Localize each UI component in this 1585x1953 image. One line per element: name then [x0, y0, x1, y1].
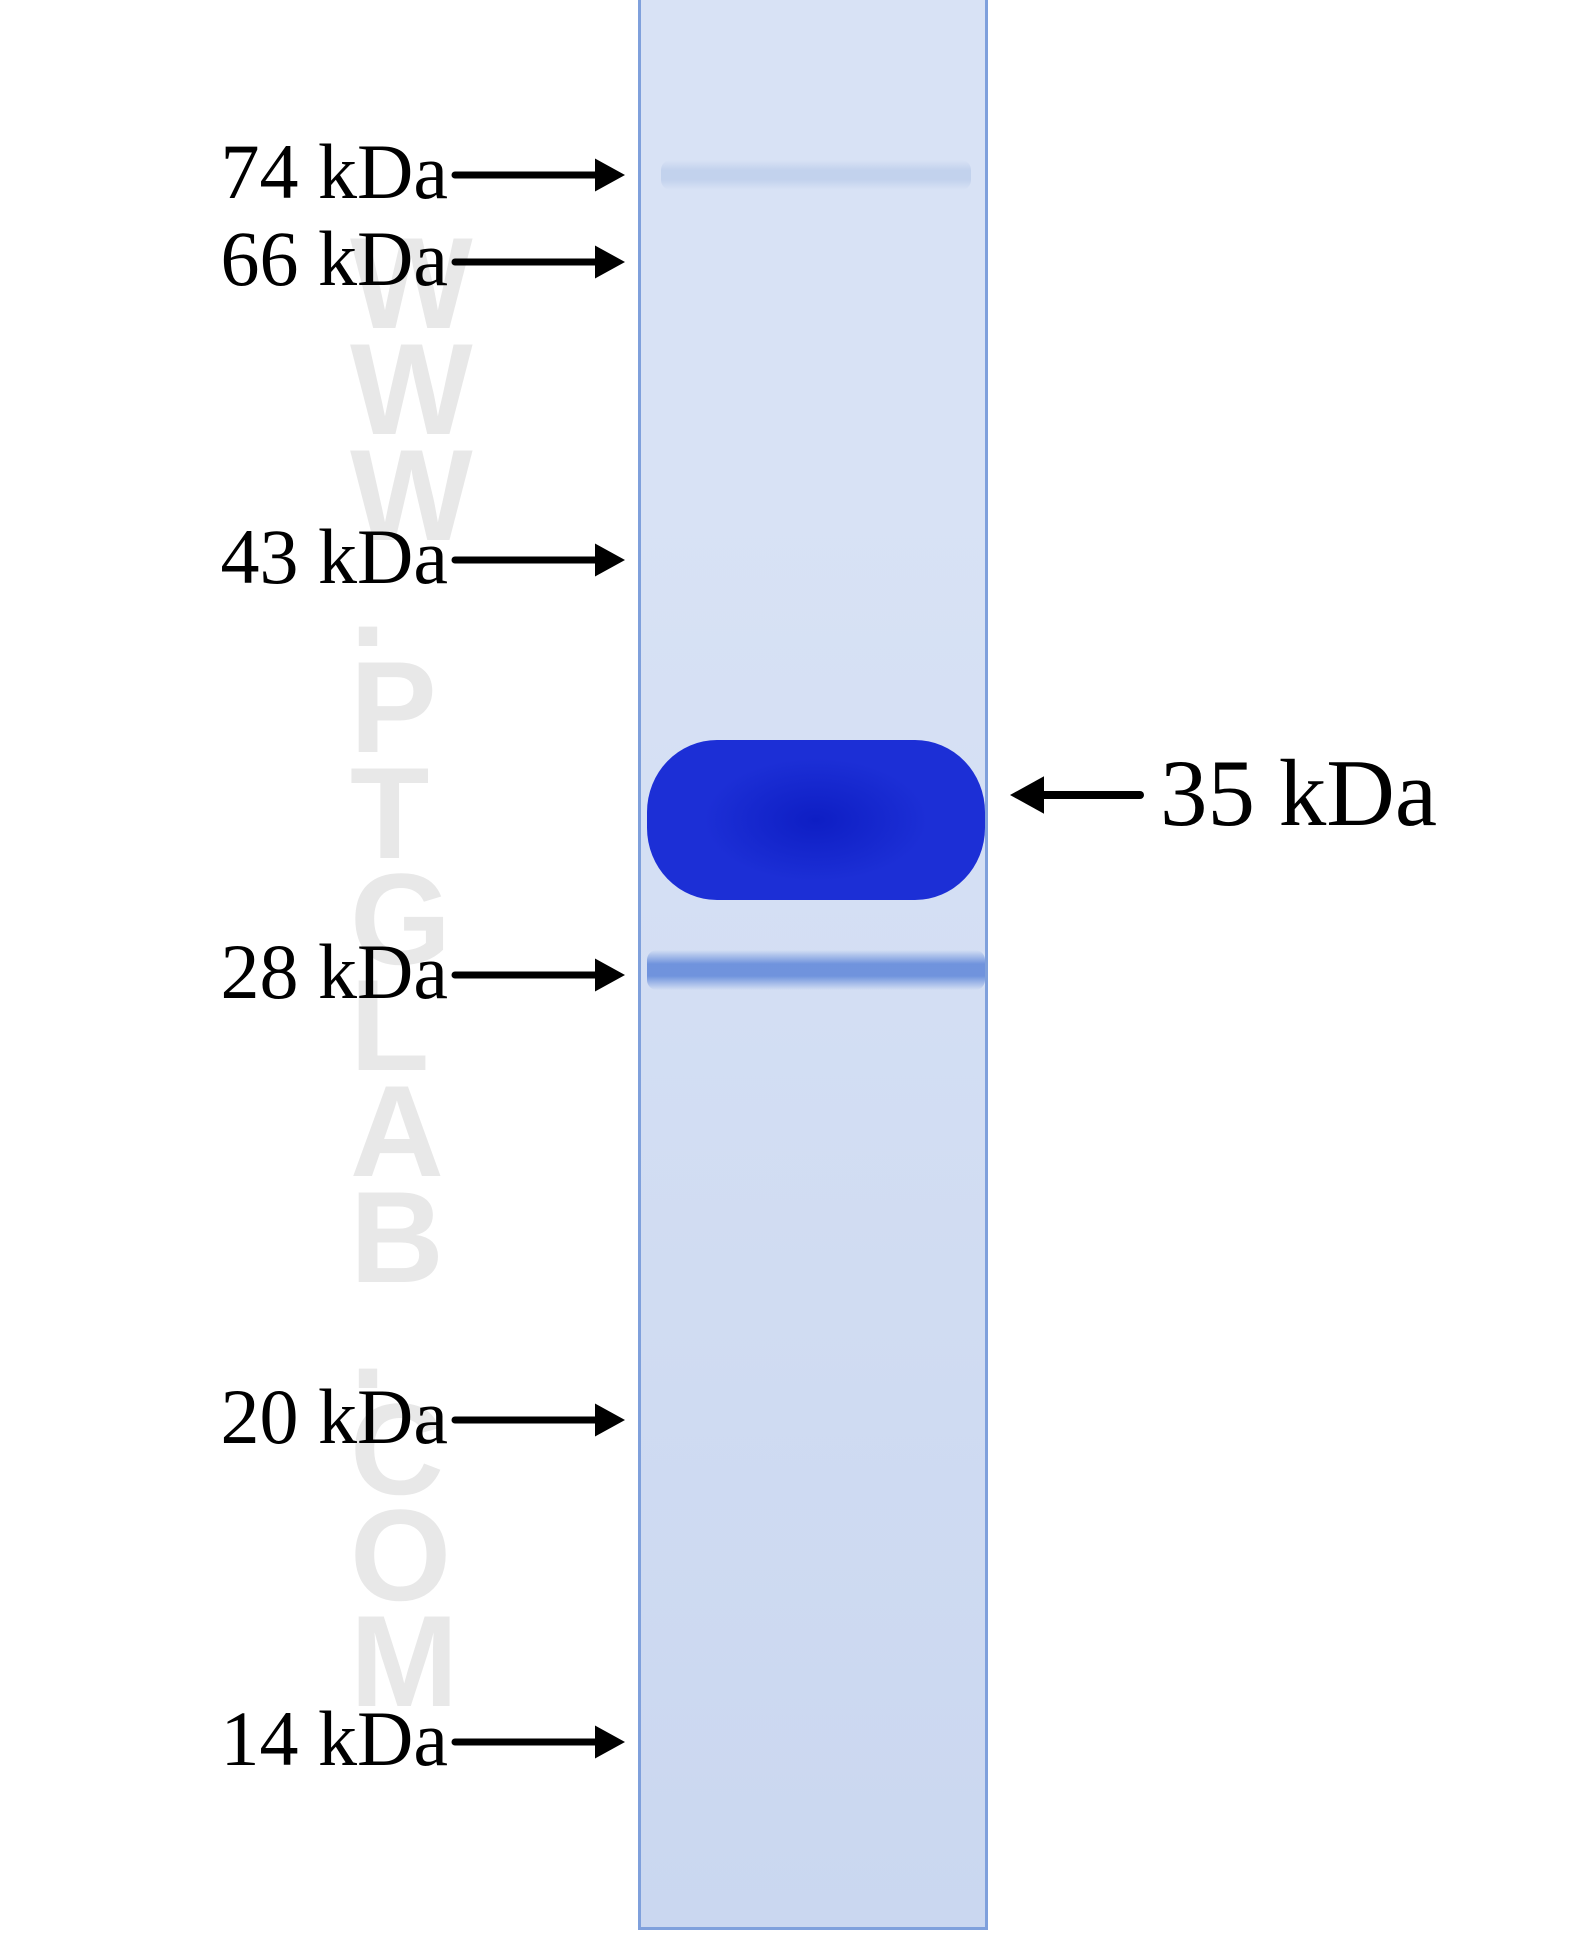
marker-arrow-3 [455, 959, 625, 992]
gel-lane [638, 0, 988, 1930]
sample-arrow [1010, 776, 1140, 813]
band-main-35 [647, 740, 985, 900]
band-lower-28 [647, 950, 985, 990]
marker-label-1: 66 kDa [221, 214, 448, 304]
marker-arrow-0 [455, 159, 625, 192]
marker-arrow-4 [455, 1404, 625, 1437]
marker-arrow-1 [455, 246, 625, 279]
marker-label-5: 14 kDa [221, 1694, 448, 1784]
marker-arrow-5 [455, 1726, 625, 1759]
marker-arrow-2 [455, 544, 625, 577]
marker-label-0: 74 kDa [221, 127, 448, 217]
band-faint-74 [661, 160, 971, 190]
marker-label-4: 20 kDa [221, 1372, 448, 1462]
gel-figure: { "canvas": { "width": 1585, "height": 1… [0, 0, 1585, 1953]
marker-label-2: 43 kDa [221, 512, 448, 602]
marker-label-3: 28 kDa [221, 927, 448, 1017]
sample-label: 35 kDa [1160, 738, 1437, 848]
